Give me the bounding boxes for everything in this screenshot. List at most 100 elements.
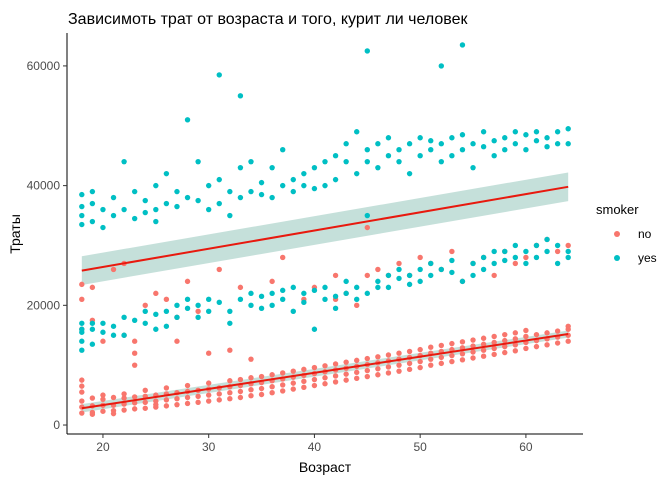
point-no bbox=[565, 338, 571, 344]
point-yes bbox=[121, 158, 127, 165]
x-ticks: 20 30 40 50 60 bbox=[96, 434, 533, 454]
point-no bbox=[406, 366, 413, 373]
point-yes bbox=[332, 176, 339, 183]
point-no bbox=[417, 358, 423, 365]
point-no bbox=[311, 364, 318, 371]
point-yes bbox=[205, 308, 212, 315]
point-yes bbox=[248, 290, 254, 297]
point-no bbox=[470, 349, 476, 355]
point-no bbox=[153, 290, 159, 297]
point-yes bbox=[428, 272, 434, 279]
point-no bbox=[470, 337, 476, 343]
point-yes bbox=[290, 308, 296, 315]
point-yes bbox=[364, 147, 370, 153]
point-no bbox=[131, 338, 138, 344]
point-yes bbox=[512, 141, 519, 147]
point-no bbox=[280, 388, 286, 394]
point-yes bbox=[364, 48, 370, 54]
point-yes bbox=[79, 347, 85, 353]
point-no bbox=[480, 353, 487, 359]
point-no bbox=[237, 388, 244, 395]
point-yes bbox=[89, 320, 96, 326]
point-yes bbox=[269, 164, 275, 171]
point-no bbox=[216, 266, 222, 273]
point-no bbox=[79, 389, 85, 395]
point-yes bbox=[131, 215, 138, 222]
point-no bbox=[396, 362, 402, 368]
point-yes bbox=[195, 197, 201, 204]
point-yes bbox=[79, 338, 85, 344]
y-tick-label: 40000 bbox=[27, 179, 61, 193]
point-yes bbox=[153, 218, 159, 225]
point-yes bbox=[364, 290, 370, 297]
point-yes bbox=[428, 138, 434, 144]
point-yes bbox=[153, 311, 159, 317]
point-yes bbox=[142, 320, 148, 326]
point-no bbox=[406, 360, 413, 367]
point-yes bbox=[216, 200, 222, 207]
point-yes bbox=[523, 147, 529, 153]
point-yes bbox=[121, 206, 127, 213]
point-no bbox=[554, 248, 561, 255]
point-no bbox=[375, 366, 381, 372]
legend-label-no: no bbox=[638, 227, 652, 241]
point-no bbox=[449, 358, 455, 365]
point-no bbox=[79, 410, 85, 416]
point-yes bbox=[216, 299, 222, 306]
point-no bbox=[100, 392, 106, 398]
point-yes bbox=[375, 278, 381, 285]
point-yes bbox=[533, 242, 540, 249]
point-no bbox=[311, 376, 318, 383]
point-no bbox=[502, 343, 508, 350]
point-yes bbox=[205, 182, 212, 189]
point-no bbox=[491, 339, 497, 346]
legend-label-yes: yes bbox=[638, 251, 657, 265]
point-yes bbox=[375, 141, 381, 147]
point-no bbox=[533, 331, 540, 338]
point-yes bbox=[459, 278, 466, 285]
point-no bbox=[195, 393, 201, 399]
point-yes bbox=[364, 212, 370, 219]
point-yes bbox=[332, 305, 339, 312]
point-yes bbox=[227, 212, 233, 219]
point-yes bbox=[163, 308, 170, 315]
point-yes bbox=[174, 302, 180, 309]
point-yes bbox=[79, 320, 85, 326]
point-yes bbox=[459, 42, 466, 48]
point-no bbox=[502, 349, 508, 356]
point-yes bbox=[502, 147, 508, 153]
point-yes bbox=[290, 188, 296, 195]
point-no bbox=[163, 385, 170, 391]
point-no bbox=[142, 405, 148, 411]
point-yes bbox=[343, 158, 349, 165]
point-yes bbox=[248, 158, 254, 165]
point-no bbox=[417, 346, 423, 353]
point-no bbox=[174, 338, 180, 344]
point-no bbox=[523, 327, 529, 334]
point-no bbox=[523, 254, 529, 261]
point-yes bbox=[364, 158, 370, 165]
point-yes bbox=[100, 206, 106, 213]
point-no bbox=[131, 394, 138, 400]
point-no bbox=[459, 351, 466, 357]
point-yes bbox=[100, 224, 106, 231]
point-yes bbox=[248, 302, 254, 309]
point-no bbox=[205, 380, 212, 386]
point-yes bbox=[195, 158, 201, 165]
point-yes bbox=[89, 200, 96, 207]
point-no bbox=[237, 376, 244, 383]
point-yes bbox=[322, 284, 328, 291]
point-yes bbox=[438, 158, 445, 165]
legend-items: no yes bbox=[614, 227, 657, 265]
point-no bbox=[428, 344, 434, 350]
point-yes bbox=[216, 72, 222, 78]
point-yes bbox=[205, 206, 212, 213]
point-yes bbox=[227, 188, 233, 195]
point-yes bbox=[237, 164, 244, 171]
legend: smoker no yes bbox=[596, 202, 657, 265]
point-yes bbox=[512, 129, 519, 135]
point-yes bbox=[417, 266, 423, 273]
point-no bbox=[322, 381, 328, 387]
point-yes bbox=[523, 260, 529, 267]
point-no bbox=[290, 386, 296, 392]
